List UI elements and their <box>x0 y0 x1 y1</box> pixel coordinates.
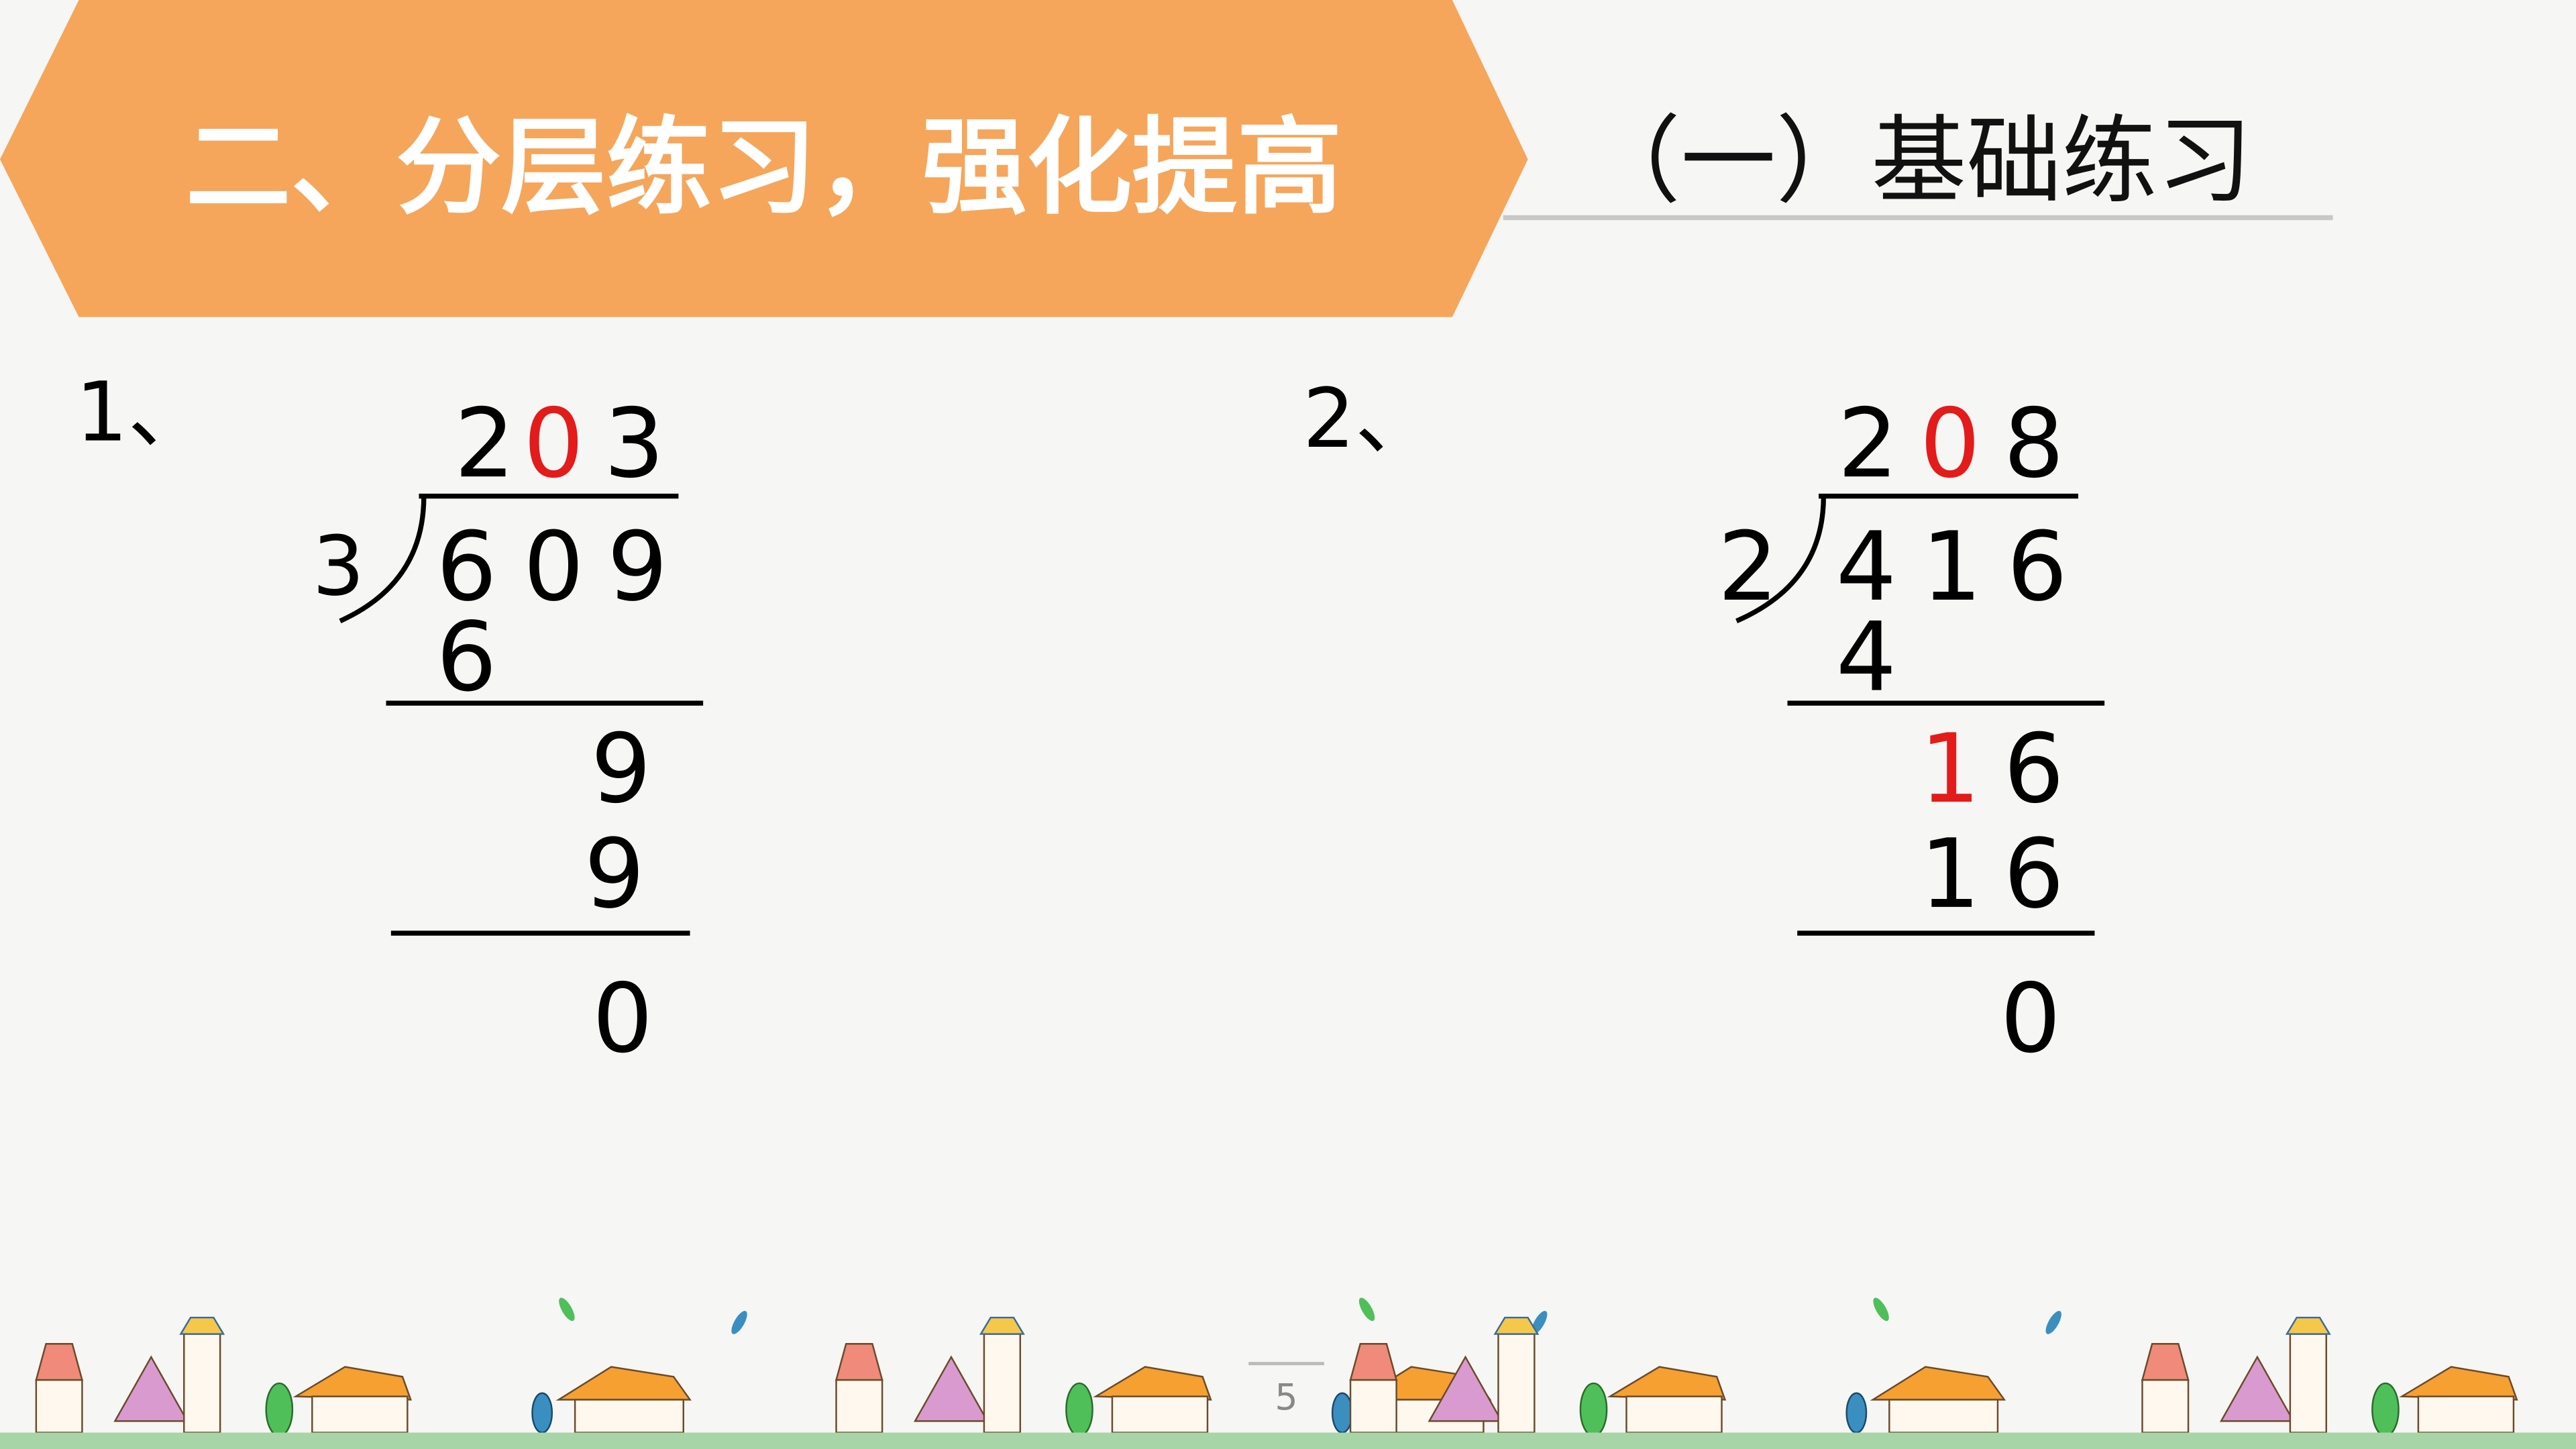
divisor: 2 <box>1718 512 1778 623</box>
dividend-digit: 4 <box>1836 512 1896 623</box>
tree <box>1065 1382 1093 1437</box>
house-roof <box>35 1343 84 1381</box>
subtitle: （一）基础练习 <box>1585 106 2252 217</box>
leaf <box>1873 1297 1889 1322</box>
house-roof <box>555 1366 692 1401</box>
leaf <box>1358 1297 1375 1322</box>
dividend-digit: 6 <box>436 512 496 623</box>
house-roof <box>1349 1343 1398 1381</box>
house-roof <box>292 1366 413 1401</box>
leaf <box>1532 1311 1548 1334</box>
tower <box>983 1333 1022 1434</box>
problem-label: 1、 <box>76 364 210 460</box>
ground-strip <box>0 1432 2576 1449</box>
house-roof <box>835 1343 883 1381</box>
quotient-digit: 2 <box>1837 388 1898 499</box>
quotient-digit: 2 <box>454 388 515 499</box>
house-roof <box>1607 1366 1727 1401</box>
house <box>1111 1395 1209 1434</box>
step-digit: 6 <box>2004 714 2064 824</box>
subtitle-underline <box>1503 215 2333 221</box>
quotient-digit-highlight: 0 <box>523 388 584 499</box>
house <box>835 1379 883 1434</box>
house <box>2141 1379 2190 1434</box>
tree <box>1579 1382 1608 1437</box>
division-bracket <box>339 496 427 624</box>
tree <box>531 1392 553 1434</box>
step-digit: 9 <box>584 819 645 930</box>
leaf <box>731 1311 747 1334</box>
problem-2: 2、 2 0 8 2 4 1 6 4 1 6 1 6 0 <box>1303 370 2105 1074</box>
house-roof <box>913 1355 989 1422</box>
divisor: 3 <box>313 519 365 614</box>
page-number: 5 <box>1275 1376 1297 1418</box>
dividend-digit: 1 <box>1921 512 1982 623</box>
house-roof <box>1870 1366 2006 1401</box>
step-digit: 6 <box>2004 819 2064 930</box>
tower <box>1497 1333 1536 1434</box>
house-roof <box>1428 1355 1503 1422</box>
step-digit: 9 <box>591 714 651 824</box>
dividend-digit: 0 <box>523 512 584 623</box>
house-roof <box>2399 1366 2518 1401</box>
tree <box>1845 1392 1868 1434</box>
house <box>1625 1395 1723 1434</box>
problem-label: 2、 <box>1303 370 1437 466</box>
tower-roof <box>979 1316 1025 1335</box>
house <box>35 1379 83 1434</box>
remainder: 0 <box>2000 963 2061 1074</box>
remainder: 0 <box>592 963 653 1074</box>
quotient-digit-highlight: 0 <box>1920 388 1980 499</box>
leaf <box>2045 1311 2061 1334</box>
house <box>1888 1399 1999 1434</box>
page-number-line <box>1248 1362 1324 1366</box>
tower-roof <box>2285 1316 2331 1335</box>
leaf <box>559 1297 575 1322</box>
step-digit: 1 <box>1920 819 1980 930</box>
quotient-digit: 3 <box>604 388 664 499</box>
step-digit-highlight: 1 <box>1920 714 1980 824</box>
tower <box>2289 1333 2327 1434</box>
tower <box>183 1333 221 1434</box>
tree <box>265 1382 294 1437</box>
step-digit: 4 <box>1836 602 1896 713</box>
house <box>311 1395 409 1434</box>
house <box>2417 1395 2515 1434</box>
house-roof <box>1093 1366 1212 1401</box>
house-roof <box>2219 1355 2295 1422</box>
problem-1: 1、 2 0 3 3 6 0 9 6 9 9 0 <box>76 364 704 1074</box>
section-banner <box>0 0 1528 317</box>
tree <box>2371 1382 2400 1437</box>
houses-decoration <box>35 1297 2518 1437</box>
house <box>1349 1379 1397 1434</box>
division-bracket <box>1735 496 1827 624</box>
house-roof <box>2141 1343 2190 1381</box>
tower-roof <box>1493 1316 1540 1335</box>
dividend-digit: 9 <box>607 512 667 623</box>
tower-roof <box>179 1316 225 1335</box>
quotient-digit: 8 <box>2004 388 2064 499</box>
step-digit: 6 <box>436 602 496 713</box>
house-roof <box>113 1355 189 1422</box>
house <box>574 1399 684 1434</box>
dividend-digit: 6 <box>2007 512 2068 623</box>
tree <box>1331 1392 1353 1434</box>
section-title: 二、分层练习，强化提高 <box>186 107 1342 229</box>
